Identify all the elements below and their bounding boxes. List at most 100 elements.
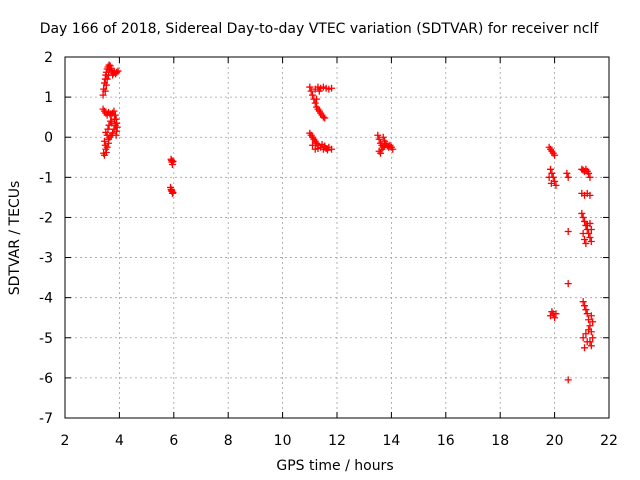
data-point [105,139,113,147]
data-point [378,145,386,153]
data-point [169,157,177,165]
data-point [578,209,586,217]
y-tick-label: -2 [39,210,53,226]
data-point [102,148,110,156]
x-tick-label: 14 [382,433,400,449]
x-tick-label: 22 [600,433,618,449]
data-point [315,87,323,95]
data-point [581,344,589,352]
data-point [585,169,593,177]
data-point [579,298,587,306]
data-point [582,330,590,338]
data-point [587,225,595,233]
data-point [547,179,555,187]
x-tick-label: 10 [274,433,292,449]
data-point [319,113,327,121]
data-point [307,87,315,95]
data-point [105,71,113,79]
data-point [108,119,116,127]
y-tick-label: 0 [44,130,53,146]
data-point [389,145,397,153]
data-point [375,135,383,143]
data-point [113,68,121,76]
data-point [323,146,331,154]
x-tick-label: 12 [328,433,346,449]
data-point [583,310,591,318]
x-axis-label: GPS time / hours [276,458,393,474]
data-point [314,144,322,152]
data-point [586,191,594,199]
data-point [589,318,597,326]
y-tick-label: -6 [39,371,53,387]
data-point [586,322,594,330]
chart-title: Day 166 of 2018, Sidereal Day-to-day VTE… [40,21,600,37]
data-point [379,133,387,141]
x-tick-label: 18 [491,433,509,449]
data-point [564,280,572,288]
data-point [100,137,108,145]
data-point [99,91,107,99]
data-point [582,306,590,314]
grid [65,57,609,418]
data-point [581,217,589,225]
x-tick-label: 4 [115,433,124,449]
data-point [110,125,118,133]
y-tick-label: -4 [39,291,53,307]
data-point [585,326,593,334]
data-point [585,316,593,324]
data-point [313,95,321,103]
data-point [589,334,597,342]
x-axis: 2 4 6 8 10 12 14 16 18 20 22 [61,57,618,449]
y-tick-label: -7 [39,411,53,427]
data-point [381,137,389,145]
x-tick-label: 2 [61,433,70,449]
x-tick-label: 8 [224,433,233,449]
data-point [586,234,594,241]
data-point [551,151,559,159]
data-point [564,173,572,181]
data-point [309,91,317,99]
data-point [548,169,556,177]
data-point [321,142,329,150]
y-tick-label: 2 [44,50,53,66]
data-point [102,81,110,89]
data-point [551,314,559,322]
data-point [564,376,572,384]
data-point [110,107,118,115]
x-tick-label: 20 [546,433,564,449]
data-point [579,229,587,237]
data-point [168,156,176,164]
data-point [106,66,114,74]
y-axis-label: SDTVAR / TECUs [7,181,23,296]
data-point [564,227,572,235]
data-point [321,114,329,122]
y-tick-label: -5 [39,331,53,347]
data-point [587,238,595,246]
data-point [587,342,595,350]
data-point [583,338,591,346]
data-point [581,236,589,244]
data-point [328,84,336,92]
data-points [99,61,597,384]
data-point [563,169,571,177]
data-point [586,173,594,181]
data-point [581,302,589,310]
data-point [111,121,119,129]
data-point [552,310,560,318]
data-point [309,141,317,149]
data-point [547,165,555,173]
data-point [311,99,319,107]
data-point [579,334,587,342]
x-tick-label: 16 [437,433,455,449]
data-point [114,67,122,75]
y-tick-label: 1 [44,90,53,106]
data-point [377,149,385,157]
data-point [101,87,109,95]
data-point [545,173,553,181]
data-point [103,75,111,83]
data-point [374,131,382,139]
data-point [111,115,119,123]
data-point [306,83,314,91]
data-point [552,181,560,189]
